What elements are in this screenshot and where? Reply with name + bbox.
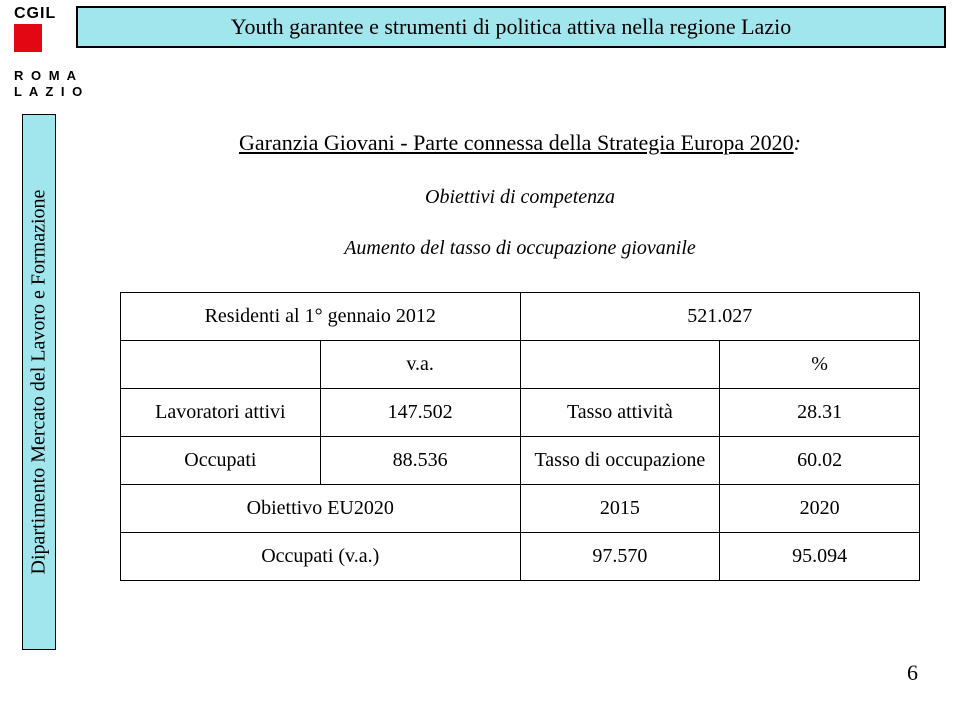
subtitle: Garanzia Giovani - Parte connessa della …	[120, 130, 920, 156]
table-row: Residenti al 1° gennaio 2012 521.027	[121, 293, 920, 341]
page-number: 6	[907, 660, 918, 686]
roma-lazio-label: R O M A L A Z I O	[14, 68, 84, 99]
subtitle-colon: :	[794, 130, 801, 155]
table-row: Occupati 88.536 Tasso di occupazione 60.…	[121, 437, 920, 485]
cell-occupati-2015: 97.570	[520, 533, 720, 581]
cell-percent-header: %	[720, 341, 920, 389]
sidebar: Dipartimento Mercato del Lavoro e Formaz…	[22, 114, 56, 650]
cell-occupati-va-label: Occupati (v.a.)	[121, 533, 521, 581]
cell-lavoratori-label: Lavoratori attivi	[121, 389, 321, 437]
cell-empty	[520, 341, 720, 389]
header-logo: CGIL	[14, 6, 62, 52]
table-row: Lavoratori attivi 147.502 Tasso attività…	[121, 389, 920, 437]
table-row: v.a. %	[121, 341, 920, 389]
sidebar-label: Dipartimento Mercato del Lavoro e Formaz…	[28, 190, 51, 575]
lazio-label: L A Z I O	[14, 84, 84, 100]
cell-residenti-value: 521.027	[520, 293, 920, 341]
table-row: Obiettivo EU2020 2015 2020	[121, 485, 920, 533]
cell-occupati-va: 88.536	[320, 437, 520, 485]
objective-heading: Obiettivi di competenza	[120, 186, 920, 209]
logo-text: CGIL	[14, 6, 62, 22]
cell-tasso-occ-label: Tasso di occupazione	[520, 437, 720, 485]
page: CGIL Youth garantee e strumenti di polit…	[0, 0, 960, 702]
table-row: Occupati (v.a.) 97.570 95.094	[121, 533, 920, 581]
logo-red-square	[14, 24, 42, 52]
aumento-text: Aumento del tasso di occupazione giovani…	[120, 237, 920, 260]
title-bar: Youth garantee e strumenti di politica a…	[76, 6, 946, 48]
cell-tasso-attivita-label: Tasso attività	[520, 389, 720, 437]
cell-occupati-2020: 95.094	[720, 533, 920, 581]
cell-obiettivo-2015: 2015	[520, 485, 720, 533]
cell-residenti-label: Residenti al 1° gennaio 2012	[121, 293, 521, 341]
cell-lavoratori-va: 147.502	[320, 389, 520, 437]
content-area: Garanzia Giovani - Parte connessa della …	[120, 130, 920, 581]
cell-obiettivo-label: Obiettivo EU2020	[121, 485, 521, 533]
cell-tasso-occ-pct: 60.02	[720, 437, 920, 485]
cell-va-header: v.a.	[320, 341, 520, 389]
subtitle-underlined: Garanzia Giovani - Parte connessa della …	[239, 130, 794, 155]
cell-obiettivo-2020: 2020	[720, 485, 920, 533]
cell-occupati-label: Occupati	[121, 437, 321, 485]
page-title: Youth garantee e strumenti di politica a…	[231, 14, 791, 40]
roma-label: R O M A	[14, 68, 84, 84]
cell-empty	[121, 341, 321, 389]
data-table: Residenti al 1° gennaio 2012 521.027 v.a…	[120, 292, 920, 581]
cell-tasso-attivita-pct: 28.31	[720, 389, 920, 437]
